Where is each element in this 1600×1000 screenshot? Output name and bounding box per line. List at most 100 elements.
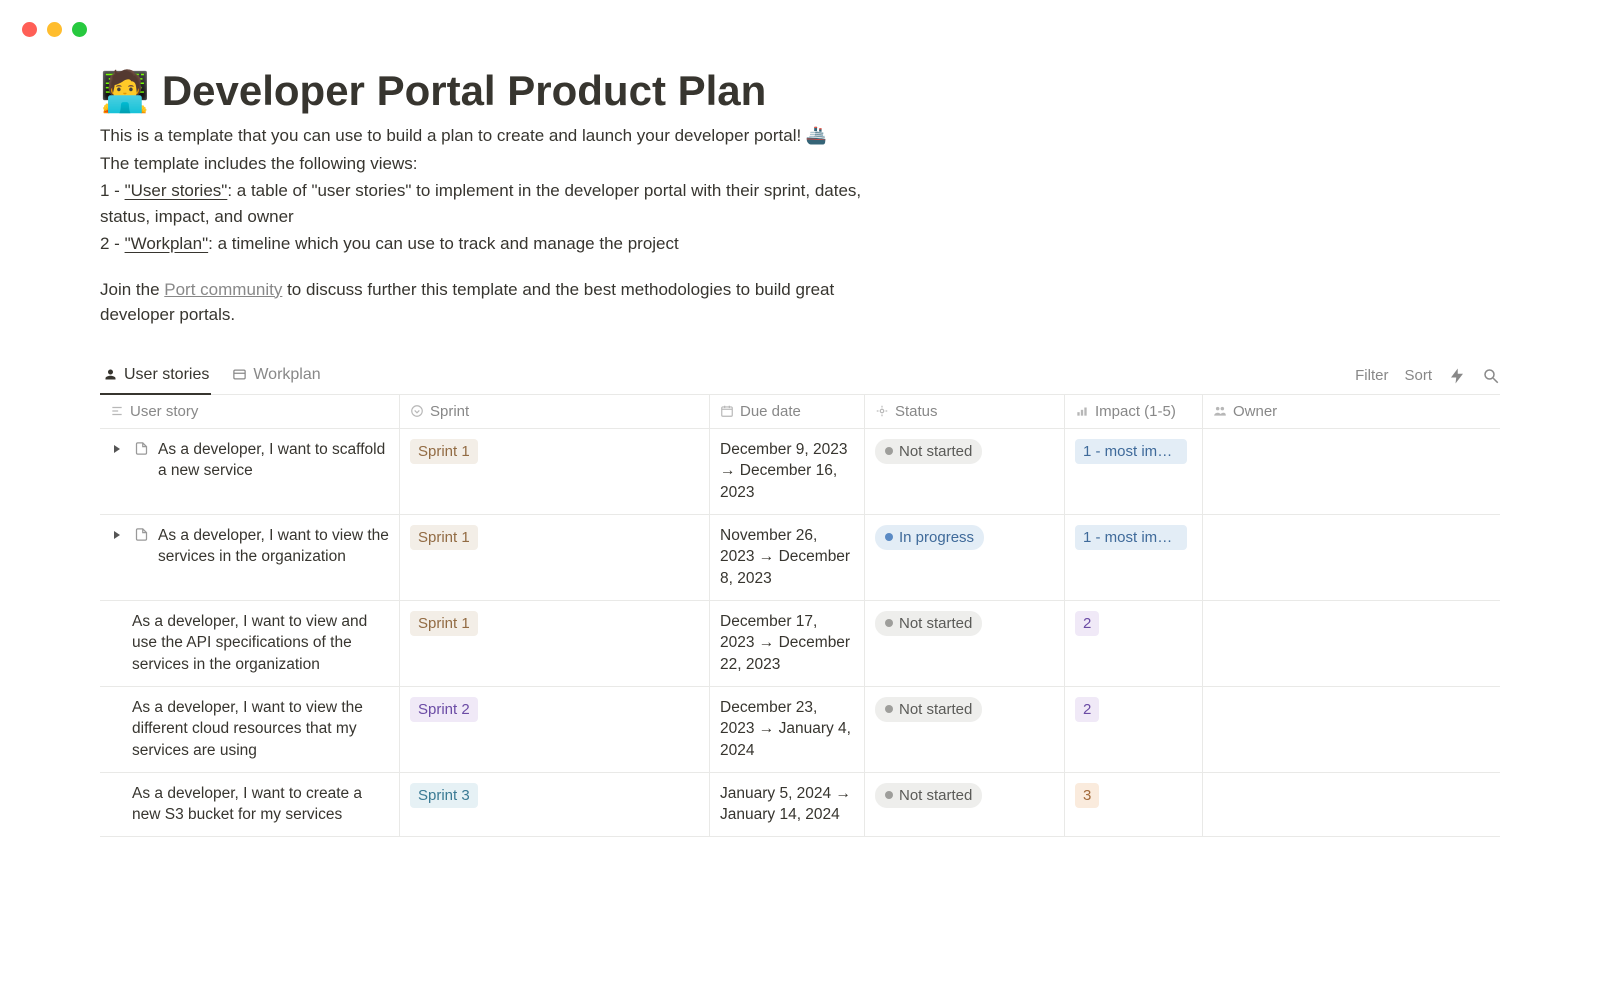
status-cell[interactable]: Not started — [865, 687, 1065, 772]
expand-toggle[interactable] — [110, 439, 124, 459]
due-date-cell[interactable]: December 17, 2023 → December 22, 2023 — [710, 601, 865, 686]
story-cell: As a developer, I want to view the servi… — [100, 515, 400, 600]
col-impact[interactable]: Impact (1-5) — [1065, 395, 1203, 428]
story-cell: As a developer, I want to create a new S… — [100, 773, 400, 836]
text-icon — [110, 404, 124, 418]
owner-cell[interactable] — [1203, 773, 1500, 836]
table-row[interactable]: As a developer, I want to view the diffe… — [100, 687, 1500, 773]
status-badge: In progress — [875, 525, 984, 550]
owner-cell[interactable] — [1203, 429, 1500, 514]
sprint-badge: Sprint 3 — [410, 783, 478, 808]
maximize-window-dot[interactable] — [72, 22, 87, 37]
expand-toggle[interactable] — [110, 525, 124, 545]
person-icon — [102, 367, 118, 383]
tab-user-stories[interactable]: User stories — [100, 358, 211, 394]
sprint-badge: Sprint 1 — [410, 439, 478, 464]
tab-workplan[interactable]: Workplan — [229, 358, 322, 394]
automation-button[interactable] — [1448, 367, 1466, 385]
story-text[interactable]: As a developer, I want to view the diffe… — [132, 697, 389, 762]
desc-view-1: 1 - "User stories": a table of "user sto… — [100, 178, 880, 229]
sun-icon — [875, 404, 889, 418]
minimize-window-dot[interactable] — [47, 22, 62, 37]
owner-cell[interactable] — [1203, 515, 1500, 600]
impact-cell[interactable]: 2 — [1065, 687, 1203, 772]
tab-label: Workplan — [253, 366, 320, 384]
impact-badge: 1 - most impo… — [1075, 439, 1187, 464]
calendar-icon — [720, 404, 734, 418]
people-icon — [1213, 404, 1227, 418]
status-badge: Not started — [875, 439, 982, 464]
bars-icon — [1075, 404, 1089, 418]
owner-cell[interactable] — [1203, 687, 1500, 772]
due-date-cell[interactable]: December 23, 2023 → January 4, 2024 — [710, 687, 865, 772]
col-status[interactable]: Status — [865, 395, 1065, 428]
table-icon — [231, 367, 247, 383]
desc-intro: This is a template that you can use to b… — [100, 123, 880, 149]
table-row[interactable]: As a developer, I want to scaffold a new… — [100, 429, 1500, 515]
impact-cell[interactable]: 1 - most impo… — [1065, 515, 1203, 600]
tab-label: User stories — [124, 366, 209, 384]
due-date-cell[interactable]: December 9, 2023 → December 16, 2023 — [710, 429, 865, 514]
sprint-cell[interactable]: Sprint 1 — [400, 515, 710, 600]
page-icon — [132, 525, 150, 545]
story-cell: As a developer, I want to view the diffe… — [100, 687, 400, 772]
story-text[interactable]: As a developer, I want to scaffold a new… — [158, 439, 389, 482]
owner-cell[interactable] — [1203, 601, 1500, 686]
workplan-link[interactable]: "Workplan" — [125, 234, 209, 253]
user-stories-table: User story Sprint Due date Status Impact… — [100, 395, 1500, 838]
status-cell[interactable]: Not started — [865, 429, 1065, 514]
due-date-cell[interactable]: January 5, 2024 → January 14, 2024 — [710, 773, 865, 836]
desc-join: Join the Port community to discuss furth… — [100, 277, 880, 328]
page-emoji-icon[interactable]: 🧑‍💻 — [100, 68, 150, 115]
chevron-down-circle-icon — [410, 404, 424, 418]
sprint-cell[interactable]: Sprint 3 — [400, 773, 710, 836]
view-tabs: User stories Workplan — [100, 358, 323, 394]
table-row[interactable]: As a developer, I want to view and use t… — [100, 601, 1500, 687]
col-sprint[interactable]: Sprint — [400, 395, 710, 428]
page-title[interactable]: Developer Portal Product Plan — [162, 67, 767, 115]
col-due-date[interactable]: Due date — [710, 395, 865, 428]
page-description[interactable]: This is a template that you can use to b… — [100, 123, 880, 328]
impact-cell[interactable]: 3 — [1065, 773, 1203, 836]
col-user-story[interactable]: User story — [100, 395, 400, 428]
status-cell[interactable]: Not started — [865, 773, 1065, 836]
port-community-link[interactable]: Port community — [164, 280, 282, 299]
due-date-cell[interactable]: November 26, 2023 → December 8, 2023 — [710, 515, 865, 600]
status-badge: Not started — [875, 611, 982, 636]
close-window-dot[interactable] — [22, 22, 37, 37]
status-cell[interactable]: In progress — [865, 515, 1065, 600]
status-badge: Not started — [875, 697, 982, 722]
user-stories-link[interactable]: "User stories" — [125, 181, 228, 200]
impact-badge: 1 - most impo… — [1075, 525, 1187, 550]
status-dot-icon — [885, 533, 893, 541]
impact-cell[interactable]: 1 - most impo… — [1065, 429, 1203, 514]
status-dot-icon — [885, 619, 893, 627]
table-row[interactable]: As a developer, I want to view the servi… — [100, 515, 1500, 601]
status-dot-icon — [885, 791, 893, 799]
impact-badge: 2 — [1075, 697, 1099, 722]
story-cell: As a developer, I want to scaffold a new… — [100, 429, 400, 514]
page-icon — [132, 439, 150, 459]
sprint-badge: Sprint 2 — [410, 697, 478, 722]
col-owner[interactable]: Owner — [1203, 395, 1500, 428]
story-text[interactable]: As a developer, I want to view and use t… — [132, 611, 389, 676]
story-text[interactable]: As a developer, I want to view the servi… — [158, 525, 389, 568]
desc-view-2: 2 - "Workplan": a timeline which you can… — [100, 231, 880, 257]
sprint-badge: Sprint 1 — [410, 525, 478, 550]
status-badge: Not started — [875, 783, 982, 808]
sort-button[interactable]: Sort — [1404, 367, 1432, 384]
filter-button[interactable]: Filter — [1355, 367, 1388, 384]
desc-views-intro: The template includes the following view… — [100, 151, 880, 177]
search-button[interactable] — [1482, 367, 1500, 385]
table-header-row: User story Sprint Due date Status Impact… — [100, 395, 1500, 429]
status-dot-icon — [885, 447, 893, 455]
status-cell[interactable]: Not started — [865, 601, 1065, 686]
sprint-cell[interactable]: Sprint 1 — [400, 429, 710, 514]
story-text[interactable]: As a developer, I want to create a new S… — [132, 783, 389, 826]
impact-badge: 2 — [1075, 611, 1099, 636]
story-cell: As a developer, I want to view and use t… — [100, 601, 400, 686]
table-row[interactable]: As a developer, I want to create a new S… — [100, 773, 1500, 837]
sprint-cell[interactable]: Sprint 2 — [400, 687, 710, 772]
sprint-cell[interactable]: Sprint 1 — [400, 601, 710, 686]
impact-cell[interactable]: 2 — [1065, 601, 1203, 686]
